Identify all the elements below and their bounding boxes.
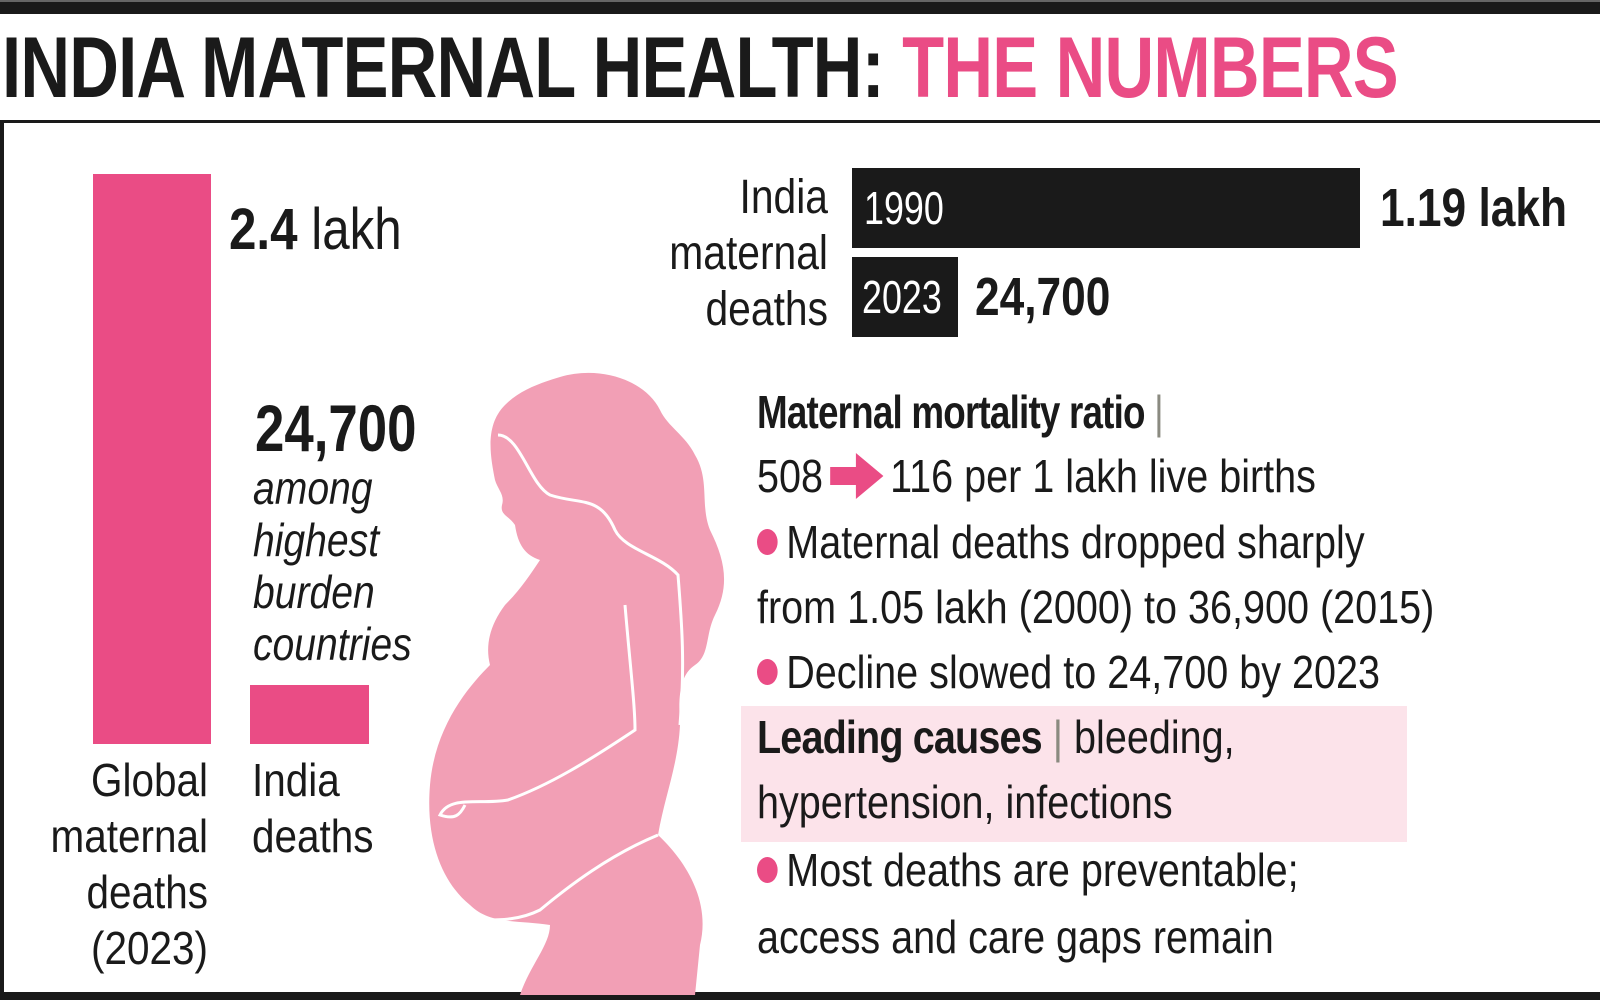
bullet-dot-icon (757, 528, 778, 555)
separator: | (1052, 711, 1064, 763)
india-deaths-note: among highest burden countries (253, 462, 412, 670)
bullet-1-line-2: from 1.05 lakh (2000) to 36,900 (2015) (757, 581, 1435, 633)
leading-causes-highlight (741, 706, 1407, 842)
mmr-values: 508 116 per 1 lakh live births (757, 444, 1316, 508)
bar-2023 (852, 257, 958, 337)
bullet-1-line-1: Maternal deaths dropped sharply (757, 510, 1365, 574)
global-value-number: 2.4 (229, 197, 298, 262)
bullet-3-line-2: access and care gaps remain (757, 911, 1274, 963)
global-deaths-label: Global maternal deaths (2023) (34, 752, 208, 976)
label-line: (2023) (90, 922, 208, 974)
bullet-dot-icon (757, 856, 778, 883)
right-arrow-icon (829, 452, 884, 499)
bullet-text: Most deaths are preventable; (786, 844, 1299, 896)
bullet-2: Decline slowed to 24,700 by 2023 (757, 640, 1380, 704)
bar-2023-year: 2023 (862, 271, 942, 323)
bar-1990 (852, 168, 1360, 248)
label-line: India (252, 754, 340, 806)
label-line: deaths (705, 283, 828, 336)
content-frame (0, 120, 1600, 1000)
leading-causes-line-2: hypertension, infections (757, 776, 1173, 828)
causes-text: bleeding, (1074, 711, 1235, 763)
india-deaths-value: 24,700 (255, 391, 417, 465)
mmr-heading-text: Maternal mortality ratio (757, 386, 1146, 438)
global-deaths-value: 2.4 lakh (229, 198, 402, 262)
separator: | (1154, 386, 1164, 438)
india-deaths-bar (250, 685, 369, 744)
leading-causes-line-1: Leading causes | bleeding, (757, 705, 1235, 769)
bar-1990-value: 1.19 lakh (1380, 178, 1568, 238)
global-value-unit: lakh (311, 197, 402, 262)
global-deaths-bar (93, 174, 211, 744)
mmr-to: 116 per 1 lakh live births (890, 450, 1316, 502)
page-title: INDIA MATERNAL HEALTH: THE NUMBERS (2, 18, 1399, 118)
title-part-2: THE NUMBERS (902, 20, 1399, 116)
bullet-text: Maternal deaths dropped sharply (786, 516, 1365, 568)
note-line: burden (253, 566, 375, 618)
label-line: Global (90, 754, 208, 806)
note-line: among (253, 462, 373, 514)
label-line: deaths (86, 866, 208, 918)
label-line: maternal (50, 810, 208, 862)
top-rule (0, 0, 1600, 14)
pregnant-woman-silhouette-icon (429, 372, 725, 995)
bullet-dot-icon (757, 658, 778, 685)
mmr-from: 508 (757, 450, 824, 502)
note-line: highest (253, 514, 380, 566)
mmr-heading: Maternal mortality ratio | (757, 380, 1164, 444)
bullet-text: Decline slowed to 24,700 by 2023 (786, 646, 1381, 698)
label-line: deaths (252, 810, 374, 862)
bullet-3-line-1: Most deaths are preventable; (757, 838, 1299, 902)
note-line: countries (253, 618, 412, 670)
label-line: India (739, 171, 828, 224)
label-line: maternal (669, 227, 828, 280)
title-part-1: INDIA MATERNAL HEALTH: (2, 20, 885, 116)
bar-2023-value: 24,700 (975, 267, 1111, 327)
india-deaths-label: India deaths (252, 752, 374, 864)
bar-1990-year: 1990 (864, 182, 944, 234)
india-maternal-deaths-label: India maternal deaths (634, 170, 828, 338)
causes-heading: Leading causes (757, 711, 1043, 763)
